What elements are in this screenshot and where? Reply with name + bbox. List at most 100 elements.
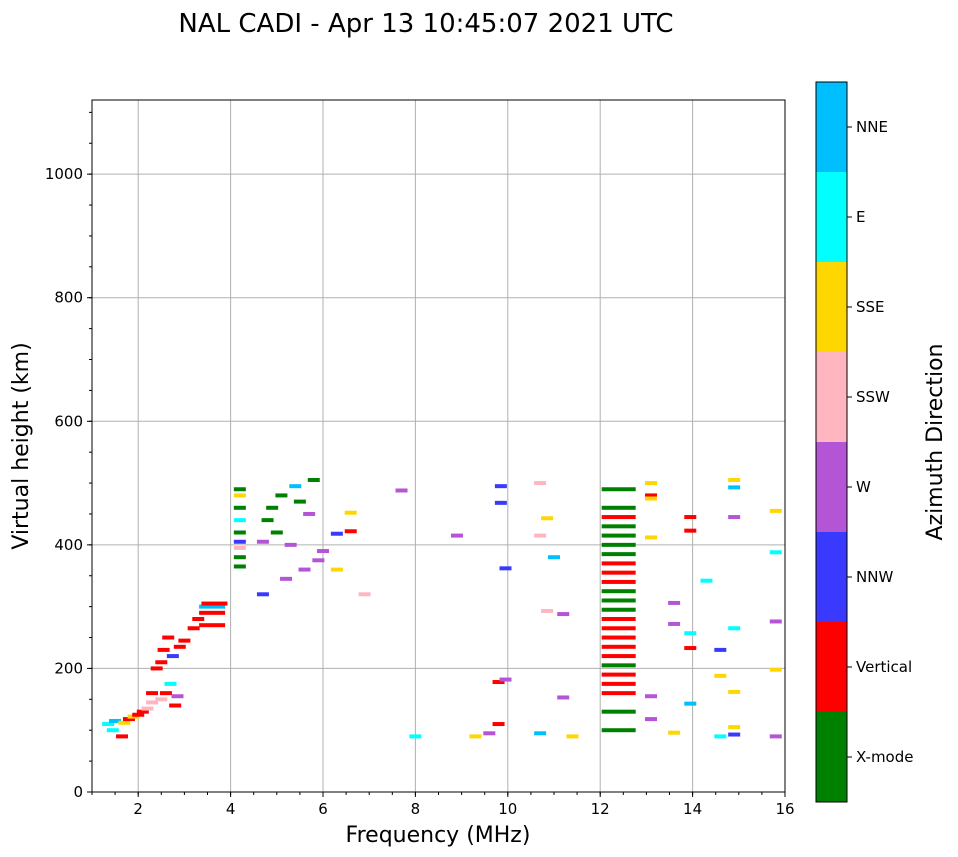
data-point [566, 734, 579, 739]
data-point [601, 524, 636, 529]
data-point [601, 728, 636, 733]
data-point [601, 691, 636, 696]
data-points [102, 477, 782, 739]
x-tick-label: 12 [591, 800, 610, 818]
data-point [645, 717, 658, 722]
data-point [645, 694, 658, 699]
data-point [256, 539, 269, 544]
colorbar-segment [816, 82, 847, 172]
colorbar-label: Azimuth Direction [923, 343, 948, 540]
data-point [162, 635, 175, 640]
data-point [684, 631, 697, 636]
data-point [601, 709, 636, 714]
colorbar-segment [816, 172, 847, 262]
data-point [102, 722, 115, 727]
data-point [601, 505, 636, 510]
data-point [166, 654, 179, 659]
data-point [601, 626, 636, 631]
x-tick-label: 2 [133, 800, 143, 818]
data-point [601, 607, 636, 612]
data-point [601, 617, 636, 621]
x-axis-label: Frequency (MHz) [346, 823, 531, 848]
data-point [307, 477, 320, 482]
data-point [645, 496, 658, 501]
data-point [164, 681, 177, 686]
data-point [233, 505, 246, 510]
colorbar-tick-label: Vertical [856, 658, 912, 676]
plot-frame [91, 99, 786, 793]
data-point [668, 621, 681, 626]
data-point [601, 644, 636, 649]
data-point [534, 533, 547, 538]
data-point [266, 505, 279, 510]
data-point [169, 703, 182, 708]
data-point [684, 515, 697, 520]
y-tick-label: 600 [54, 412, 83, 430]
data-point [450, 533, 463, 538]
colorbar-tick-label: E [856, 208, 865, 226]
data-point [199, 604, 226, 609]
colorbar-tick-label: SSW [856, 388, 890, 406]
data-point [601, 561, 636, 566]
data-point [469, 734, 482, 739]
data-point [233, 487, 246, 492]
data-point [728, 626, 741, 631]
data-point [601, 552, 636, 557]
data-point [293, 499, 306, 504]
data-point [769, 550, 782, 555]
data-point [668, 730, 681, 735]
data-point [684, 646, 697, 651]
data-point [122, 717, 135, 722]
data-point [312, 558, 325, 563]
colorbar-frame [815, 81, 848, 803]
data-point [409, 734, 422, 739]
data-point [109, 718, 122, 723]
x-tick-label: 4 [226, 800, 236, 818]
data-point [668, 600, 681, 605]
data-point [714, 673, 727, 678]
data-point [146, 691, 159, 696]
data-point [155, 660, 168, 665]
data-point [317, 549, 329, 554]
data-point [728, 515, 741, 520]
colorbar-segment [816, 352, 847, 442]
data-point [601, 663, 636, 668]
data-point [298, 567, 311, 572]
data-point [155, 697, 168, 702]
y-axis-ticks: 0 200 400 600 800 1000 [45, 111, 92, 801]
data-point [233, 518, 246, 523]
data-point [534, 731, 547, 736]
data-point [261, 518, 274, 523]
chart-title: NAL CADI - Apr 13 10:45:07 2021 UTC [178, 9, 673, 39]
data-point [233, 564, 246, 569]
x-tick-label: 14 [683, 800, 702, 818]
data-point [769, 508, 782, 513]
data-point [645, 481, 658, 486]
data-point [601, 579, 636, 584]
data-point [601, 681, 636, 686]
x-tick-label: 10 [498, 800, 517, 818]
colorbar: X-mode Vertical NNW W SSW SSE E NNE [816, 82, 913, 802]
data-point [106, 728, 119, 733]
colorbar-segment [816, 532, 847, 622]
data-point [199, 623, 226, 628]
data-point [728, 485, 741, 490]
x-tick-label: 8 [411, 800, 421, 818]
data-point [344, 529, 357, 534]
data-point [303, 511, 316, 516]
data-point [159, 691, 172, 696]
data-point [150, 666, 163, 671]
data-point [601, 542, 636, 547]
data-point [233, 539, 246, 544]
colorbar-tick-label: NNE [856, 118, 888, 136]
data-point [601, 635, 636, 640]
data-point [358, 592, 371, 597]
data-point [728, 477, 741, 482]
x-tick-label: 16 [775, 800, 794, 818]
colorbar-segment [816, 622, 847, 712]
colorbar-segment [816, 712, 847, 802]
y-axis-label: Virtual height (km) [9, 342, 34, 549]
data-point [534, 481, 547, 486]
data-point [684, 701, 697, 706]
data-point [233, 493, 246, 498]
